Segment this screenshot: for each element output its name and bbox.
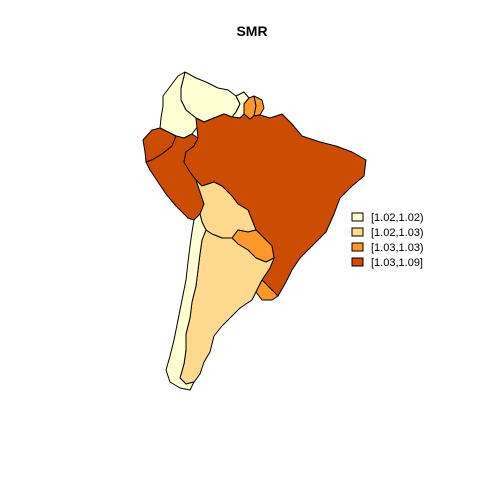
legend-label: [1.03,1.09] [371, 257, 423, 269]
legend-label: [1.02,1.03) [371, 227, 424, 239]
legend-swatch [351, 257, 364, 267]
legend-label: [1.02,1.02) [371, 212, 424, 224]
region-uruguay [255, 279, 279, 301]
map-legend: [1.02,1.02) [1.02,1.03) [1.03,1.03) [1.0… [351, 212, 424, 269]
legend-swatch [351, 227, 364, 237]
region-french-guiana [253, 95, 265, 117]
legend-swatch [351, 212, 364, 222]
legend-label: [1.03,1.03) [371, 242, 424, 254]
map-title: SMR [236, 23, 267, 39]
map-regions [142, 71, 367, 391]
region-chile [165, 213, 207, 391]
legend-swatch [351, 242, 364, 252]
